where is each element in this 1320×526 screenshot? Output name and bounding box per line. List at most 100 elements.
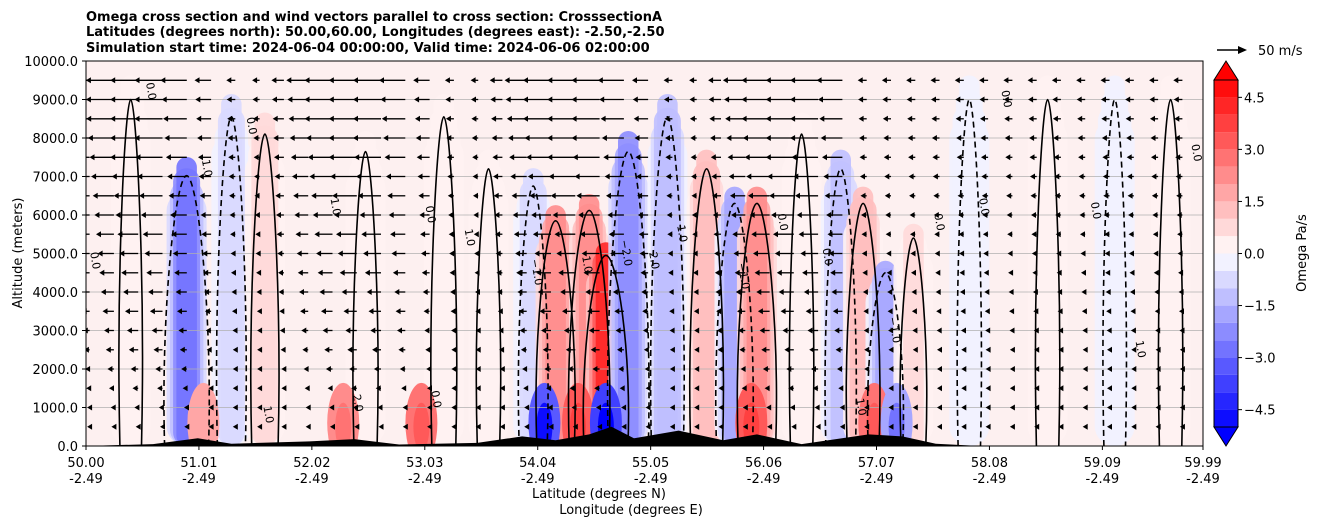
wind-vector-head-504 <box>713 231 719 238</box>
wind-vector-195 <box>322 327 333 334</box>
wind-vector-head-607 <box>816 77 822 84</box>
wind-vector-head-105 <box>201 231 207 238</box>
wind-vector-head-277 <box>419 212 425 218</box>
wind-vector-275 <box>421 250 430 257</box>
wind-vector-196 <box>321 308 333 315</box>
x-tick-label-lon-7: -2.49 <box>860 472 894 487</box>
wind-vector-231 <box>373 366 381 372</box>
wind-vector-210 <box>353 404 358 411</box>
wind-vector-717 <box>981 154 989 161</box>
wind-vector-head-832 <box>1126 135 1132 141</box>
wind-vector-849 <box>1151 173 1159 180</box>
wind-vector-head-313 <box>474 250 480 257</box>
wind-vector-727 <box>1009 327 1015 334</box>
contour-label-9: −2.0 <box>617 239 634 268</box>
wind-vector-615 <box>862 289 868 295</box>
x-tick-label-lon-9: -2.49 <box>1086 472 1120 487</box>
wind-vector-head-91 <box>164 135 170 141</box>
omega-column-23-band-1 <box>1104 75 1125 446</box>
wind-vector-head-705 <box>985 385 991 392</box>
wind-vector-head-440 <box>644 366 650 372</box>
wind-vector-290 <box>451 327 457 334</box>
wind-vector-736 <box>1005 154 1013 161</box>
wind-vector-head-552 <box>790 404 795 411</box>
wind-vector-head-19 <box>111 423 117 430</box>
wind-vector-head-379 <box>523 77 528 84</box>
wind-vector-179 <box>297 269 309 276</box>
wind-vector-280 <box>416 154 430 161</box>
colorbar-level-5 <box>1214 322 1238 341</box>
wind-vector-head-142 <box>255 250 261 257</box>
wind-vector-181 <box>295 231 309 238</box>
wind-vector-head-538 <box>757 308 763 315</box>
wind-vector-644 <box>882 96 891 103</box>
wind-vector-138 <box>257 327 263 334</box>
wind-vector-518 <box>738 327 746 334</box>
wind-vector-343 <box>524 404 530 411</box>
wind-vector-450 <box>636 173 649 180</box>
wind-vector-471 <box>665 135 673 141</box>
wind-vector-420 <box>619 385 625 392</box>
wind-vector-head-264 <box>380 96 386 103</box>
wind-vector-616 <box>862 269 868 276</box>
wind-vector-417 <box>571 77 600 84</box>
wind-vector-head-81 <box>178 327 184 334</box>
wind-vector-head-358 <box>506 115 512 122</box>
wind-vector-head-647 <box>912 404 918 411</box>
wind-vector-head-92 <box>163 115 169 122</box>
wind-vector-head-460 <box>669 346 675 353</box>
wind-vector-369 <box>536 269 551 276</box>
wind-vector-148 <box>253 135 260 141</box>
wind-vector-head-641 <box>883 154 889 161</box>
wind-vector-625 <box>858 96 867 103</box>
wind-vector-571 <box>814 404 820 411</box>
wind-vector-866 <box>1176 212 1183 218</box>
wind-vector-head-304 <box>475 423 481 430</box>
wind-vector-head-150 <box>252 96 258 103</box>
wind-vector-head-323 <box>499 423 505 430</box>
wind-vector-30 <box>94 212 114 218</box>
wind-vector-593 <box>835 346 843 353</box>
wind-vector-head-355 <box>510 173 516 180</box>
wind-vector-172 <box>305 404 311 411</box>
wind-vector-792 <box>1078 173 1086 180</box>
wind-vector-19 <box>111 423 117 430</box>
wind-vector-544 <box>748 192 770 199</box>
wind-vector-215 <box>343 308 357 315</box>
wind-vector-65 <box>146 269 163 276</box>
wind-vector-head-837 <box>1155 404 1161 411</box>
wind-vector-head-846 <box>1152 231 1158 238</box>
wind-vector-808 <box>1104 231 1110 238</box>
wind-vector-head-123 <box>230 250 236 257</box>
x-tick-label-lon-2: -2.49 <box>295 472 329 487</box>
wind-vector-830 <box>1127 173 1134 180</box>
wind-vector-head-472 <box>664 115 670 122</box>
wind-vector-734 <box>1006 192 1013 199</box>
wind-vector-656 <box>910 231 916 238</box>
wind-vector-head-0 <box>87 423 93 430</box>
wind-vector-158 <box>279 308 285 315</box>
contour-label-24: 2.0 <box>646 251 662 270</box>
wind-vector-head-2 <box>86 385 92 392</box>
wind-vector-head-668 <box>937 366 942 372</box>
wind-vector-779 <box>1082 423 1088 430</box>
wind-vector-head-557 <box>780 308 786 315</box>
wind-vector-660 <box>908 154 916 161</box>
wind-vector-499 <box>716 327 722 334</box>
wind-vector-217 <box>339 269 357 276</box>
wind-vector-476 <box>694 404 700 411</box>
wind-vector-66 <box>144 250 163 257</box>
wind-vector-head-380 <box>572 423 578 430</box>
wind-vector-head-728 <box>1009 308 1015 315</box>
wind-vector-head-39 <box>134 404 140 411</box>
wind-vector-745 <box>1034 346 1040 353</box>
wind-vector-head-46 <box>121 269 127 276</box>
wind-vector-553 <box>788 385 794 392</box>
wind-vector-head-797 <box>1076 77 1082 84</box>
wind-vector-613 <box>863 327 869 334</box>
wind-vector-head-558 <box>778 289 784 295</box>
wind-vector-412 <box>574 173 600 180</box>
wind-vector-head-525 <box>730 192 735 199</box>
wind-vector-399 <box>597 423 603 430</box>
wind-vector-57 <box>160 423 165 430</box>
